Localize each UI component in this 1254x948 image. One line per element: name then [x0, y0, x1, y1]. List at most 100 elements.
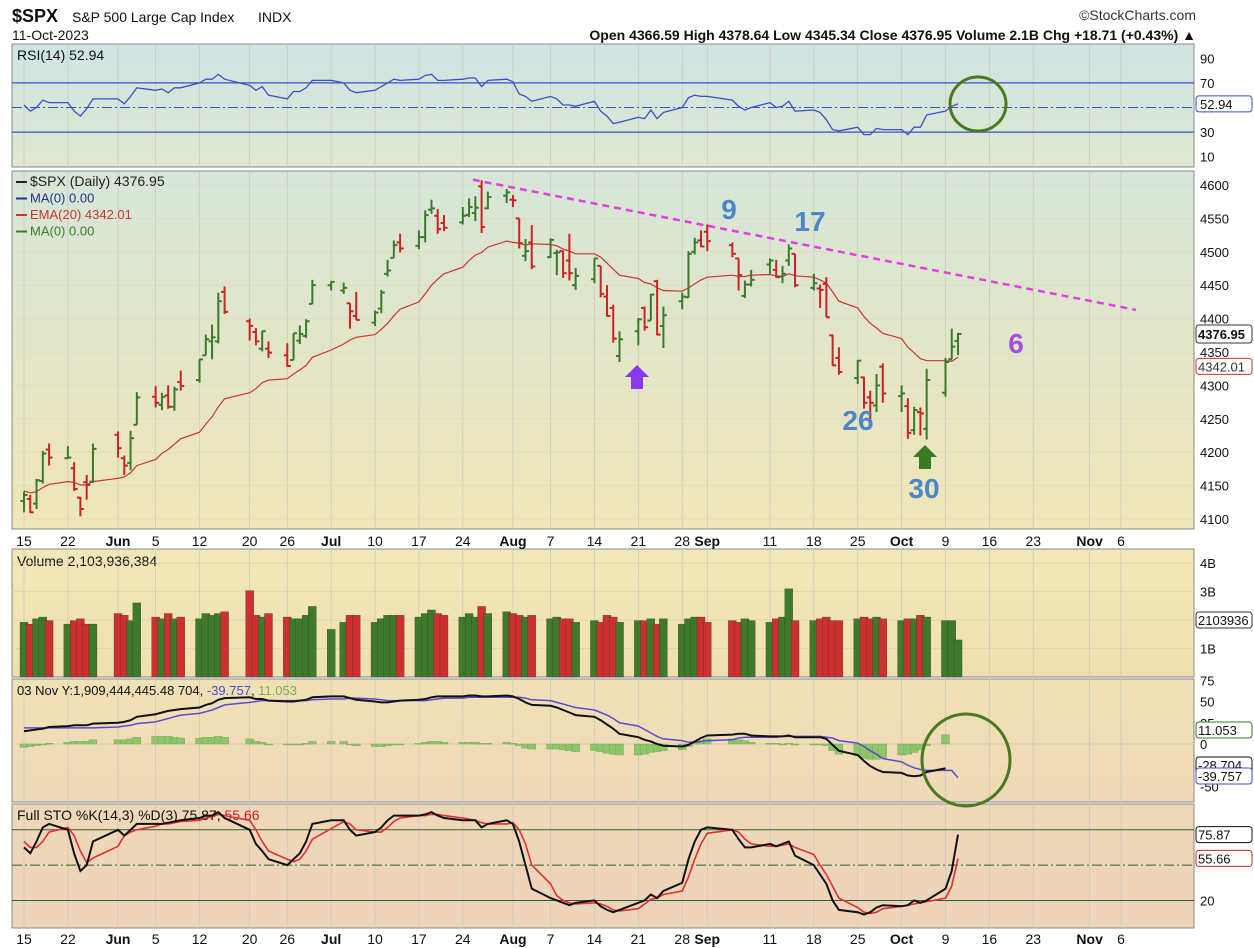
x-tick-label: 28	[674, 533, 690, 549]
ohlc-bar	[910, 406, 918, 435]
ema-tag: 4342.01	[1198, 359, 1245, 374]
ohlc-bar	[396, 233, 404, 253]
ohlc-bar	[659, 306, 667, 348]
ohlc-bar	[221, 286, 229, 314]
sto-value-tag: 75.87	[1198, 828, 1231, 843]
x-tick-label: 12	[192, 931, 208, 947]
macd-histogram-bar	[747, 742, 756, 745]
ohlc-bar	[440, 215, 448, 232]
volume-bar	[132, 602, 141, 678]
volume-bar	[527, 615, 536, 678]
price-tick-label: 4250	[1200, 412, 1229, 427]
ohlc-bar	[371, 310, 379, 326]
sto-tick-label: 20	[1200, 893, 1214, 908]
volume-tick-label: 4B	[1200, 556, 1216, 571]
macd-histogram-bar	[790, 743, 800, 746]
x-tick-label: Jun	[106, 931, 131, 947]
x-tick-label: 24	[455, 533, 471, 549]
price-tick-label: 4600	[1200, 178, 1229, 193]
ohlc-bar	[810, 273, 818, 291]
sto-label: Full STO %K(14,3) %D(3) 75.87, 55.66	[17, 807, 260, 823]
ohlc-bar	[76, 496, 84, 517]
rsi-tick-label: 10	[1200, 150, 1214, 165]
x-tick-label: 18	[806, 533, 822, 549]
ohlc-bar	[308, 279, 316, 305]
macd-histogram-bar	[339, 741, 348, 745]
ohlc-bar	[83, 474, 91, 500]
price-tick-label: 4300	[1200, 378, 1229, 393]
ohlc-bar	[340, 282, 348, 294]
macd-histogram-bar	[878, 743, 887, 758]
close-tag-box	[1195, 324, 1253, 344]
x-tick-label: 6	[1117, 931, 1125, 947]
x-tick-label: 7	[547, 931, 555, 947]
volume-bar	[834, 620, 844, 678]
ohlc-bar	[26, 494, 34, 514]
ohlc-bar	[390, 240, 398, 259]
ohlc-bar	[377, 289, 385, 314]
arrow-up-green-icon	[913, 445, 937, 469]
x-tick-label: Sep	[694, 533, 720, 549]
annotation-number: 6	[1008, 328, 1024, 359]
macd-histogram-bar	[395, 743, 405, 746]
ohlc-bar	[152, 386, 160, 408]
x-tick-label: Jul	[321, 931, 341, 947]
ohlc-bar	[697, 230, 705, 248]
x-tick-label: 20	[242, 533, 258, 549]
macd-histogram-bar	[327, 741, 336, 745]
ohlc-bar	[923, 368, 931, 440]
volume-bar	[790, 620, 800, 678]
x-tick-label: Oct	[890, 533, 914, 549]
volume-layer: Volume 2,103,936,384 4B3B2B1B2103936	[12, 553, 1253, 678]
macd-histogram-bar	[295, 743, 304, 746]
macd-histogram-bar	[88, 739, 98, 745]
rsi-tick-label: 70	[1200, 76, 1214, 91]
ohlc-bar	[45, 443, 53, 466]
macd-histogram-bar	[308, 741, 317, 745]
x-tick-label: 24	[455, 931, 471, 947]
ohlc-bar	[133, 392, 141, 426]
ohlc-bar	[835, 347, 843, 375]
x-tick-label: 21	[631, 533, 647, 549]
macd-histogram-bar	[772, 743, 781, 745]
x-tick-label: 7	[547, 533, 555, 549]
x-tick-label: 16	[982, 533, 998, 549]
exchange: INDX	[258, 9, 292, 25]
volume-bar	[352, 615, 361, 678]
volume-bar	[615, 622, 624, 678]
x-tick-label: 15	[16, 533, 32, 549]
x-tick-label: 15	[16, 931, 32, 947]
annotation-number: 9	[721, 194, 737, 225]
ema20-line	[23, 240, 959, 494]
ohlc-bar	[691, 237, 699, 255]
price-tick-label: 4550	[1200, 211, 1229, 226]
ohlc-bar	[471, 196, 479, 222]
volume-bar	[659, 618, 668, 678]
ema-tag-box	[1195, 357, 1253, 375]
x-tick-label: 20	[242, 931, 258, 947]
ohlc-bar	[785, 244, 793, 266]
price-tick-label: 4450	[1200, 278, 1229, 293]
legend-entry: MA(0) 0.00	[30, 191, 94, 206]
ohlc-bar	[290, 332, 298, 362]
sto-value-tag: 55.66	[1198, 851, 1231, 866]
sto-label-prefix: Full STO %K(14,3) %D(3)	[17, 807, 182, 823]
symbol: $SPX	[12, 6, 58, 26]
ohlc-bar	[421, 210, 429, 243]
macd-line	[23, 694, 946, 778]
ohlc-bar	[916, 407, 924, 436]
ohlc-bar	[509, 195, 517, 208]
ohlc-bar	[246, 318, 254, 341]
annotations: 9 17 6 26 30	[625, 75, 1024, 808]
x-tick-label: 14	[587, 533, 603, 549]
x-tick-label: 5	[152, 931, 160, 947]
x-axis-bottom: 15 22 Jun 5 12 20 26 Jul 10 17 24 Aug 7 14 21 28 Sep 11 18…	[16, 931, 1125, 947]
ohlc-bar	[258, 330, 266, 352]
ohlc-bar	[296, 325, 304, 344]
macd-histogram-bar	[264, 743, 273, 746]
macd-tick-label: 75	[1200, 673, 1214, 688]
sto-tag-box	[1195, 826, 1253, 844]
rsi-value-tag: 52.94	[1200, 97, 1233, 112]
volume-bar	[327, 629, 336, 678]
